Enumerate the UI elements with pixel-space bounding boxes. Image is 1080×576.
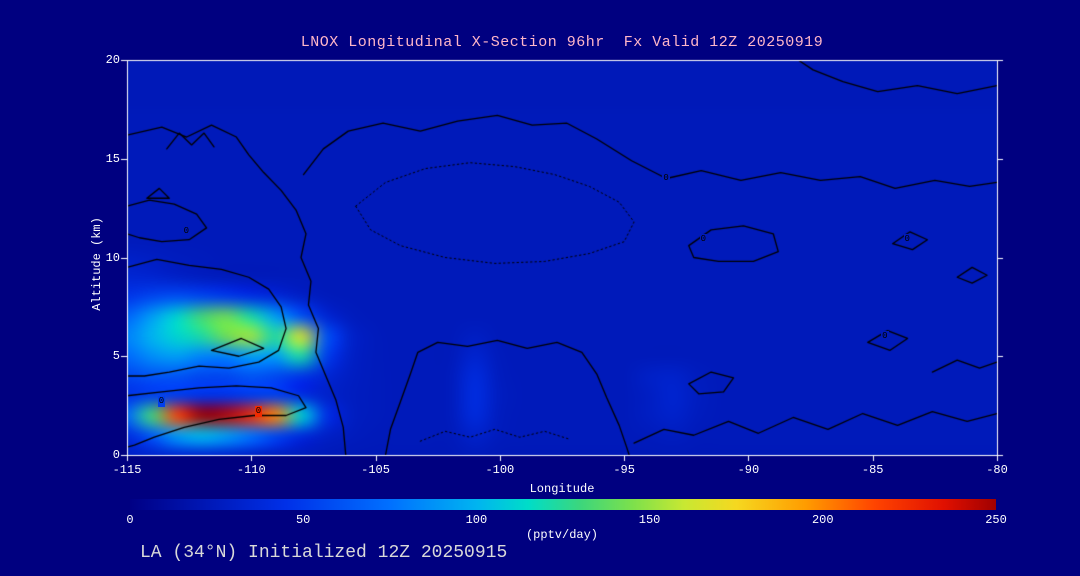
initialization-caption: LA (34°N) Initialized 12Z 20250915 <box>140 543 508 563</box>
x-axis-label: Longitude <box>529 482 595 496</box>
plot-title: LNOX Longitudinal X-Section 96hr Fx Vali… <box>300 34 824 51</box>
colorbar-units-label: (pptv/day) <box>525 528 598 542</box>
y-axis-label: Altitude (km) <box>90 217 104 311</box>
colorbar-gradient <box>130 499 996 510</box>
